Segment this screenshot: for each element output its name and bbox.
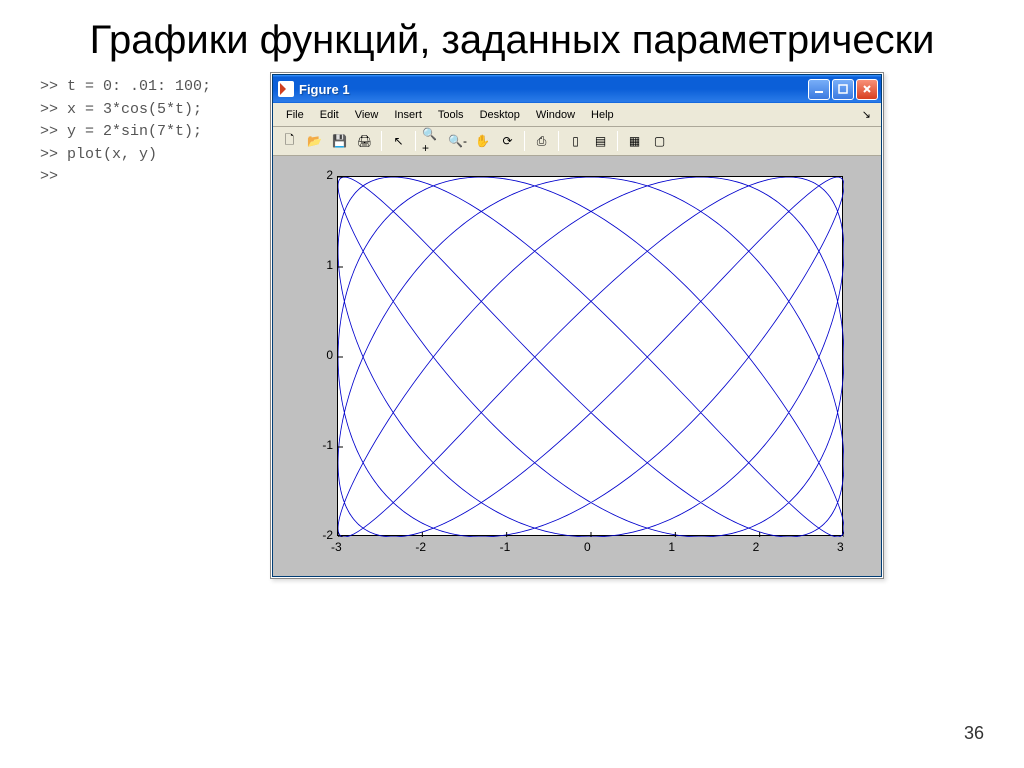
ytick-label: -2 — [315, 528, 333, 542]
toolbar-separator — [558, 131, 559, 151]
menu-desktop[interactable]: Desktop — [473, 107, 527, 123]
xtick-label: 0 — [584, 540, 591, 554]
show-plot-tools-icon[interactable]: ▢ — [648, 130, 671, 152]
pan-icon[interactable]: ✋ — [471, 130, 494, 152]
axes-container: -3-2-10123-2-1012 — [297, 166, 857, 566]
pointer-icon[interactable]: ↖ — [387, 130, 410, 152]
zoom-in-icon[interactable]: 🔍+ — [421, 130, 444, 152]
content-area: >> t = 0: .01: 100; >> x = 3*cos(5*t); >… — [0, 72, 1024, 579]
xtick-label: -3 — [331, 540, 342, 554]
ytick-label: 2 — [315, 168, 333, 182]
menu-overflow-icon[interactable]: ↘ — [858, 106, 875, 123]
xtick-label: 3 — [837, 540, 844, 554]
legend-icon[interactable]: ▤ — [589, 130, 612, 152]
toolbar-separator — [524, 131, 525, 151]
menu-insert[interactable]: Insert — [387, 107, 429, 123]
ytick-label: 1 — [315, 258, 333, 272]
print-icon[interactable]: 🖨 — [353, 130, 376, 152]
xtick-label: -2 — [415, 540, 426, 554]
matlab-icon — [278, 81, 294, 97]
hide-plot-tools-icon[interactable]: ▦ — [623, 130, 646, 152]
titlebar[interactable]: Figure 1 — [273, 75, 881, 103]
axes[interactable] — [337, 176, 843, 536]
slide-number: 36 — [964, 723, 984, 744]
xtick-label: 1 — [668, 540, 675, 554]
figure-frame: Figure 1 FileEditViewInsertToolsDesktopW… — [270, 72, 884, 579]
ytick-label: -1 — [315, 438, 333, 452]
new-file-icon[interactable]: 🗋 — [278, 130, 301, 152]
menu-view[interactable]: View — [348, 107, 386, 123]
menu-help[interactable]: Help — [584, 107, 621, 123]
plot-area: -3-2-10123-2-1012 — [273, 156, 881, 576]
toolbar: 🗋📂💾🖨 ↖ 🔍+🔍-✋⟳ ⎙ ▯▤ ▦▢ — [273, 127, 881, 156]
toolbar-separator — [381, 131, 382, 151]
code-block: >> t = 0: .01: 100; >> x = 3*cos(5*t); >… — [40, 72, 270, 189]
rotate-icon[interactable]: ⟳ — [496, 130, 519, 152]
data-cursor-icon[interactable]: ⎙ — [530, 130, 553, 152]
xtick-label: -1 — [500, 540, 511, 554]
lissajous-plot — [338, 177, 844, 537]
open-icon[interactable]: 📂 — [303, 130, 326, 152]
xtick-label: 2 — [753, 540, 760, 554]
toolbar-separator — [415, 131, 416, 151]
maximize-button[interactable] — [832, 79, 854, 100]
close-button[interactable] — [856, 79, 878, 100]
figure-window: Figure 1 FileEditViewInsertToolsDesktopW… — [272, 74, 882, 577]
menu-edit[interactable]: Edit — [313, 107, 346, 123]
colorbar-icon[interactable]: ▯ — [564, 130, 587, 152]
zoom-out-icon[interactable]: 🔍- — [446, 130, 469, 152]
menu-file[interactable]: File — [279, 107, 311, 123]
ytick-label: 0 — [315, 348, 333, 362]
menu-tools[interactable]: Tools — [431, 107, 471, 123]
minimize-button[interactable] — [808, 79, 830, 100]
save-icon[interactable]: 💾 — [328, 130, 351, 152]
window-title: Figure 1 — [299, 82, 808, 97]
slide-title: Графики функций, заданных параметрически — [0, 0, 1024, 72]
toolbar-separator — [617, 131, 618, 151]
menubar: FileEditViewInsertToolsDesktopWindowHelp… — [273, 103, 881, 127]
menu-window[interactable]: Window — [529, 107, 582, 123]
